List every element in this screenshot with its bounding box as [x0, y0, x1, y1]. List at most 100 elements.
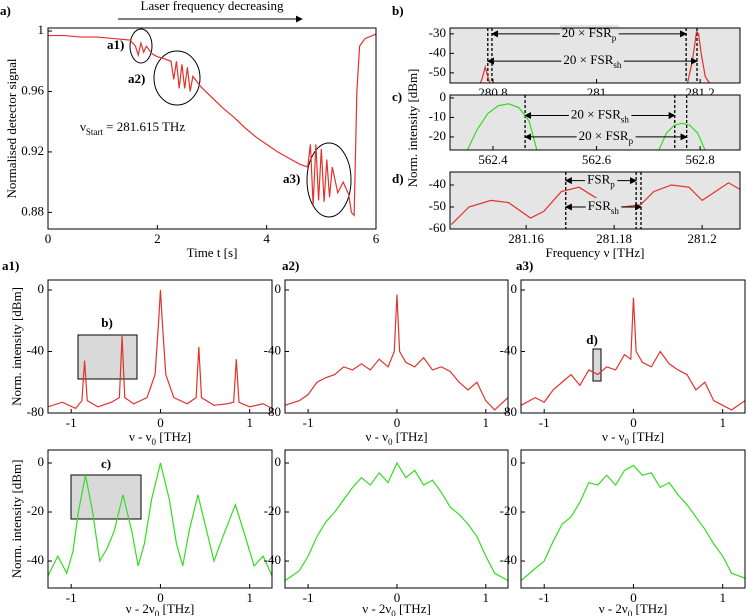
x-axis-label-part: ν - 2ν	[362, 601, 391, 616]
x-tick-label: 0	[630, 590, 637, 605]
annotation: b)	[101, 315, 113, 330]
span-label-bg	[585, 171, 618, 190]
x-axis-label-part: 0	[152, 437, 157, 447]
data-line	[285, 294, 508, 411]
span-label-part: 20 × FSR	[571, 106, 621, 121]
span-label: 20 × FSRsh	[571, 106, 629, 124]
y-tick-label: 0	[440, 89, 447, 104]
y-axis-label: Normalised detector signal	[4, 58, 19, 198]
span-label-bg	[561, 52, 624, 71]
annotation: a3)	[283, 171, 300, 186]
y-tick-label: -20	[429, 128, 446, 143]
x-axis-label-part: 0	[388, 437, 393, 447]
span-label: 20 × FSRsh	[563, 52, 621, 70]
x-tick-label: 0	[45, 231, 52, 246]
x-axis-label: Time t [s]	[187, 245, 238, 260]
x-axis-label-part: 0	[625, 437, 630, 447]
data-line	[48, 33, 376, 217]
x-tick-label: -1	[539, 590, 550, 605]
y-tick-label: 0	[38, 281, 45, 296]
x-axis-label-part: [THz]	[159, 601, 194, 616]
y-tick-label: -10	[429, 108, 446, 123]
y-tick-label: 0.96	[21, 82, 44, 97]
x-tick-label: 1	[483, 415, 490, 430]
x-tick-label: -1	[303, 590, 314, 605]
y-tick-label: 0	[275, 281, 282, 296]
x-axis-label-part: [THz]	[632, 601, 667, 616]
x-axis-label-part: [THz]	[393, 429, 428, 444]
plot-frame	[449, 27, 741, 84]
x-axis-label-part: ν - 2ν	[126, 601, 155, 616]
x-axis-label-part: 0	[628, 609, 633, 616]
inset-box	[70, 474, 142, 520]
annotation-part: Start	[86, 127, 103, 137]
inset-box	[77, 334, 138, 380]
y-axis-label: Norm. intensity [dBm]	[405, 69, 420, 188]
plot-frame	[449, 94, 741, 151]
y-tick-label: 0	[275, 454, 282, 469]
y-tick-label: -40	[500, 342, 517, 357]
x-tick-label: 2	[154, 231, 161, 246]
span-label-part: sh	[613, 60, 622, 70]
x-tick-label: 0	[394, 415, 401, 430]
x-axis-label: ν - ν0 [THz]	[129, 429, 191, 447]
y-tick-label: -20	[500, 503, 517, 518]
span-label: 20 × FSRp	[579, 128, 634, 146]
span-label-part: p	[629, 136, 634, 146]
y-tick-label: 0	[511, 281, 518, 296]
x-axis-label: Frequency ν [THz]	[545, 245, 644, 260]
x-tick-label: 1	[246, 590, 253, 605]
span-label-part: 20 × FSR	[563, 52, 613, 67]
span-label-bg	[576, 127, 636, 146]
annotation: Laser frequency decreasing	[141, 0, 284, 13]
x-axis-label-part: 0	[391, 609, 396, 616]
annotation: c)	[101, 456, 111, 471]
x-axis-label-part: ν - ν	[129, 429, 152, 444]
plot-frame	[449, 171, 741, 230]
x-axis-label: ν - ν0 [THz]	[365, 429, 427, 447]
annotation: d)	[586, 332, 598, 347]
panel-label: d)	[392, 171, 404, 186]
x-tick-label: -1	[66, 415, 77, 430]
data-line	[521, 297, 745, 411]
y-tick-label: -80	[264, 404, 281, 419]
plot-frame	[47, 27, 377, 230]
x-axis-label-part: [THz]	[156, 429, 191, 444]
y-tick-label: 0	[38, 454, 45, 469]
y-tick-label: -80	[27, 404, 44, 419]
x-tick-label: 281.18	[596, 231, 632, 246]
y-axis-label: Norm. intensity [dBm]	[9, 460, 24, 579]
plot-frame	[284, 449, 509, 589]
panel-label: a)	[0, 3, 11, 18]
x-axis-label: ν - 2ν0 [THz]	[599, 601, 668, 616]
span-label-bg	[585, 197, 622, 217]
y-tick-label: -40	[264, 552, 281, 567]
span-label-part: 20 × FSR	[579, 128, 629, 143]
panel-label: c)	[392, 89, 402, 104]
y-tick-label: -60	[429, 220, 446, 235]
data-line	[48, 289, 272, 410]
span-label-bg	[559, 24, 619, 43]
y-tick-label: -40	[27, 552, 44, 567]
annotation-part: ν	[80, 119, 86, 134]
panel-label: a2)	[282, 258, 299, 273]
span-label: FSRsh	[588, 198, 620, 216]
y-tick-label: -50	[429, 198, 446, 213]
layout-shapes	[70, 15, 602, 520]
y-tick-label: -40	[500, 552, 517, 567]
span-label-part: FSR	[587, 172, 610, 187]
x-axis-label-part: ν - ν	[365, 429, 388, 444]
data-line	[48, 462, 272, 577]
x-tick-label: 1	[719, 590, 726, 605]
y-tick-label: -20	[264, 503, 281, 518]
y-tick-label: -20	[27, 503, 44, 518]
x-tick-label: 0	[630, 415, 637, 430]
x-tick-label: 281.2	[688, 231, 717, 246]
x-tick-label: -1	[66, 590, 77, 605]
y-tick-label: -80	[500, 404, 517, 419]
inset-box	[592, 348, 602, 382]
y-tick-label: 0.92	[21, 143, 44, 158]
panel-label: a3)	[516, 258, 533, 273]
x-tick-label: 0	[394, 590, 401, 605]
